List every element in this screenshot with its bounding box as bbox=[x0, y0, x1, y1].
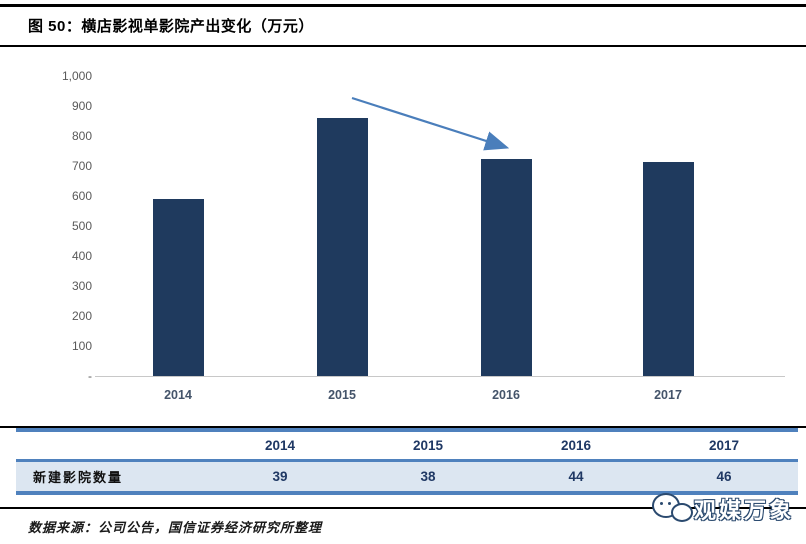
y-axis-tick-label: - bbox=[88, 369, 92, 383]
chat-bubble-small bbox=[671, 503, 693, 522]
table-year-header-2014: 2014 bbox=[264, 438, 296, 453]
table-top-black-rule bbox=[0, 426, 806, 428]
x-axis-tick-label: 2015 bbox=[328, 388, 356, 402]
table-row-label: 新建影院数量 bbox=[33, 470, 124, 485]
x-axis-tick-label: 2016 bbox=[492, 388, 520, 402]
y-axis-tick-label: 300 bbox=[71, 279, 92, 293]
y-axis-tick-label: 800 bbox=[71, 129, 92, 143]
table-top-border bbox=[16, 428, 798, 432]
y-axis-tick-label: 200 bbox=[71, 309, 92, 323]
y-axis-tick-label: 600 bbox=[71, 189, 92, 203]
table-value-2015: 38 bbox=[420, 469, 436, 484]
watermark-text: 观媒万象 bbox=[694, 498, 795, 523]
x-axis-line bbox=[95, 376, 785, 377]
y-axis-tick-label: 900 bbox=[71, 99, 92, 113]
y-axis-tick-label: 100 bbox=[71, 339, 92, 353]
table-row: 新建影院数量 39 38 44 46 bbox=[16, 462, 798, 491]
bar-chart: 1,000 900 800 700 600 500 400 300 200 100 - 2014 20… bbox=[61, 69, 785, 402]
title-underline-rule bbox=[0, 45, 806, 47]
table-value-2014: 39 bbox=[272, 469, 288, 484]
bar-2017 bbox=[642, 161, 694, 376]
table-year-header-2017: 2017 bbox=[708, 438, 740, 453]
bar-2014 bbox=[152, 199, 204, 376]
table-year-header-2015: 2015 bbox=[412, 438, 444, 453]
table-header-row: 2014 2015 2016 2017 bbox=[16, 432, 798, 459]
bar-2016 bbox=[480, 158, 532, 376]
y-axis-tick-label: 700 bbox=[71, 159, 92, 173]
table-value-2017: 46 bbox=[716, 469, 732, 484]
y-axis-tick-label: 500 bbox=[71, 219, 92, 233]
y-axis-tick-label: 1,000 bbox=[61, 69, 92, 83]
x-axis-tick-label: 2017 bbox=[654, 388, 682, 402]
bar-2015 bbox=[316, 118, 368, 376]
data-source-note: 数据来源：公司公告，国信证券经济研究所整理 bbox=[28, 520, 323, 535]
figure-title: 图 50：横店影视单影院产出变化（万元） bbox=[28, 18, 314, 35]
y-axis-tick-label: 400 bbox=[71, 249, 92, 263]
watermark-logo: 观媒万象 bbox=[650, 489, 794, 529]
table-year-header-2016: 2016 bbox=[560, 438, 592, 453]
wechat-icon bbox=[650, 491, 694, 527]
table-bottom-border bbox=[16, 491, 798, 495]
bottom-rule bbox=[0, 507, 806, 509]
table-value-2016: 44 bbox=[568, 469, 584, 484]
table-header-divider bbox=[16, 459, 798, 462]
top-rule bbox=[0, 4, 806, 7]
x-axis-tick-label: 2014 bbox=[164, 388, 192, 402]
